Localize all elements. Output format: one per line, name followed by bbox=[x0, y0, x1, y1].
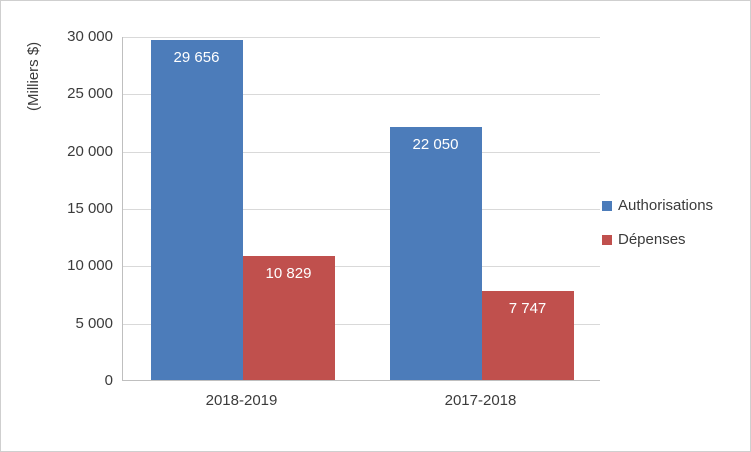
y-tick-label: 5 000 bbox=[75, 314, 113, 332]
gridline bbox=[123, 266, 600, 268]
legend-label: Dépenses bbox=[618, 231, 686, 248]
gridline bbox=[123, 37, 600, 38]
x-tick-label: 2018-2019 bbox=[205, 392, 278, 409]
gridline bbox=[123, 151, 600, 153]
gridline bbox=[123, 209, 600, 210]
y-axis-title: (Milliers $) bbox=[25, 41, 42, 111]
y-tick-label: 30 000 bbox=[67, 28, 113, 45]
bar-value-label: 29 656 bbox=[173, 49, 220, 66]
x-tick-label: 2017-2018 bbox=[444, 392, 517, 409]
legend-item-depenses: Dépenses bbox=[602, 231, 713, 248]
legend-label: Authorisations bbox=[618, 197, 714, 214]
legend-swatch bbox=[602, 200, 612, 211]
y-tick-label: 10 000 bbox=[67, 257, 113, 275]
y-tick-label: 25 000 bbox=[67, 85, 113, 103]
bar-authorisations-2017-2018: 22 050 bbox=[389, 127, 482, 380]
plot-area: 29 656 10 829 22 050 7 747 bbox=[122, 37, 600, 381]
legend: Authorisations Dépenses bbox=[602, 197, 713, 248]
bar-value-label: 7 747 bbox=[508, 300, 547, 317]
gridline bbox=[123, 94, 600, 96]
bar-value-label: 22 050 bbox=[412, 136, 459, 153]
legend-swatch bbox=[602, 234, 612, 245]
legend-item-authorisations: Authorisations bbox=[602, 197, 713, 214]
bar-depenses-2018-2019: 10 829 bbox=[242, 256, 335, 380]
y-tick-label: 15 000 bbox=[67, 200, 113, 217]
bar-value-label: 10 829 bbox=[265, 265, 312, 282]
gridline bbox=[123, 323, 600, 325]
y-tick-label: 0 bbox=[104, 372, 113, 389]
y-tick-label: 20 000 bbox=[67, 142, 113, 160]
bar-authorisations-2018-2019: 29 656 bbox=[150, 40, 243, 380]
bar-depenses-2017-2018: 7 747 bbox=[481, 291, 574, 380]
